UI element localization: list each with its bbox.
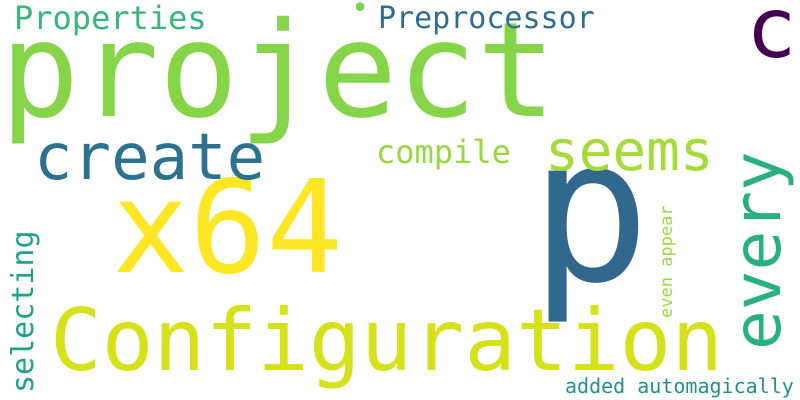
word-preprocessor: Preprocessor [378, 1, 595, 36]
word-c: c [746, 0, 797, 77]
word-even-appear: even appear [657, 205, 677, 318]
word-p: p [530, 95, 651, 328]
word-seems: seems [545, 119, 714, 184]
word-x64: x64 [112, 154, 344, 303]
word-selecting: selecting [6, 230, 41, 393]
word-compile: compile [376, 133, 511, 171]
word-dot: • [351, 0, 370, 26]
word-added-automagically: added automagically [565, 374, 794, 398]
word-create: create [34, 121, 266, 195]
word-every: every [719, 151, 796, 350]
word-project: project [0, 0, 557, 148]
word-configuration: Configuration [50, 291, 724, 391]
word-properties: Properties [14, 0, 207, 37]
